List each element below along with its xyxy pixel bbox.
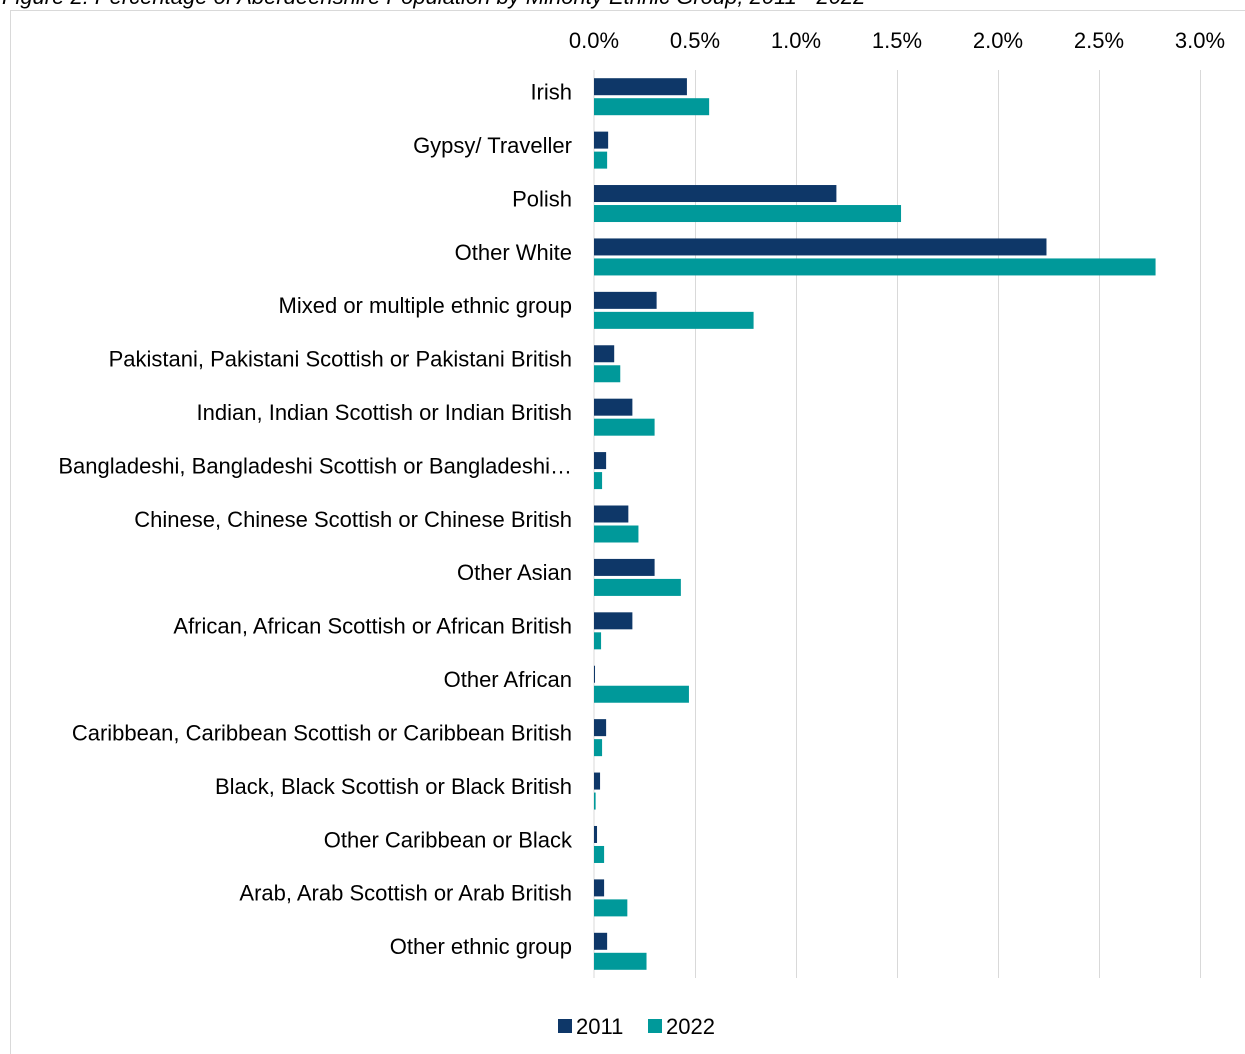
bar-2022-other-ethnic-group [594, 952, 647, 970]
legend-label-2011: 2011 [576, 1014, 623, 1039]
bar-2011-other-ethnic-group [594, 932, 608, 950]
category-label: Gypsy/ Traveller [413, 133, 572, 158]
x-tick-label: 3.0% [1175, 28, 1225, 53]
bar-2022-other-asian [594, 578, 681, 596]
category-labels: Irish Gypsy/ Traveller Polish Other White Mi… [58, 80, 573, 960]
x-tick-label: 0.5% [670, 28, 720, 53]
bar-2022-irish [594, 98, 710, 116]
x-tick-label: 1.5% [872, 28, 922, 53]
legend-swatch-2022 [648, 1019, 662, 1033]
bar-2011-pakistani-pakistani-scottish-or-pakistani-british [594, 345, 615, 363]
bar-2022-black-black-scottish-or-black-british [594, 792, 596, 810]
legend-swatch-2011 [558, 1019, 572, 1033]
bar-2022-mixed-or-multiple-ethnic-group [594, 311, 754, 329]
bar-2011-polish [594, 185, 837, 203]
bar-2011-mixed-or-multiple-ethnic-group [594, 291, 657, 309]
category-label: Black, Black Scottish or Black British [215, 774, 572, 799]
category-label: Other African [444, 667, 572, 692]
bar-2011-bangladeshi-bangladeshi-scottish-or-bangladeshi [594, 452, 607, 470]
bar-2022-other-african [594, 685, 689, 703]
category-label: Bangladeshi, Bangladeshi Scottish or Ban… [58, 453, 572, 478]
bar-2011-other-asian [594, 558, 655, 576]
bar-2022-caribbean-caribbean-scottish-or-caribbean-british [594, 739, 603, 757]
category-label: Irish [530, 80, 572, 105]
bar-2011-african-african-scottish-or-african-british [594, 612, 633, 630]
bar-2022-african-african-scottish-or-african-british [594, 632, 602, 650]
bar-2011-other-white [594, 238, 1047, 256]
bar-2011-other-caribbean-or-black [594, 825, 598, 843]
bar-2011-other-african [594, 665, 596, 683]
category-label: Other White [455, 240, 572, 265]
category-label: Chinese, Chinese Scottish or Chinese Bri… [134, 507, 572, 532]
bar-2022-arab-arab-scottish-or-arab-british [594, 899, 628, 917]
category-label: Other Caribbean or Black [324, 827, 573, 852]
bar-2011-gypsy-traveller [594, 131, 609, 149]
bar-2022-gypsy-traveller [594, 151, 608, 169]
category-label: African, African Scottish or African Bri… [173, 614, 572, 639]
bar-2022-bangladeshi-bangladeshi-scottish-or-bangladeshi [594, 472, 603, 490]
x-tick-label: 2.5% [1074, 28, 1124, 53]
bar-2011-indian-indian-scottish-or-indian-british [594, 398, 633, 416]
bar-2022-other-white [594, 258, 1156, 276]
category-label: Other ethnic group [390, 934, 572, 959]
category-label: Pakistani, Pakistani Scottish or Pakista… [109, 347, 572, 372]
bar-2011-chinese-chinese-scottish-or-chinese-british [594, 505, 629, 523]
bar-2011-black-black-scottish-or-black-british [594, 772, 601, 790]
x-axis-ticks: 0.0% 0.5% 1.0% 1.5% 2.0% 2.5% 3.0% [569, 28, 1225, 53]
bar-2022-pakistani-pakistani-scottish-or-pakistani-british [594, 365, 621, 383]
bars [594, 78, 1156, 970]
category-label: Mixed or multiple ethnic group [279, 293, 572, 318]
x-tick-label: 2.0% [973, 28, 1023, 53]
bar-2022-other-caribbean-or-black [594, 845, 605, 863]
category-label: Other Asian [457, 560, 572, 585]
category-label: Polish [512, 186, 572, 211]
bar-2022-indian-indian-scottish-or-indian-british [594, 418, 655, 436]
bar-2011-caribbean-caribbean-scottish-or-caribbean-british [594, 719, 607, 737]
bar-2011-irish [594, 78, 687, 96]
bar-2022-chinese-chinese-scottish-or-chinese-british [594, 525, 639, 543]
figure-caption: Figure 2: Percentage of Aberdeenshire Po… [2, 0, 865, 9]
legend: 2011 2022 [558, 1014, 715, 1039]
bar-2011-arab-arab-scottish-or-arab-british [594, 879, 605, 897]
legend-label-2022: 2022 [666, 1014, 715, 1039]
category-label: Arab, Arab Scottish or Arab British [239, 881, 572, 906]
bar-2022-polish [594, 205, 902, 223]
x-tick-label: 0.0% [569, 28, 619, 53]
category-label: Caribbean, Caribbean Scottish or Caribbe… [72, 720, 572, 745]
x-tick-label: 1.0% [771, 28, 821, 53]
category-label: Indian, Indian Scottish or Indian Britis… [197, 400, 572, 425]
